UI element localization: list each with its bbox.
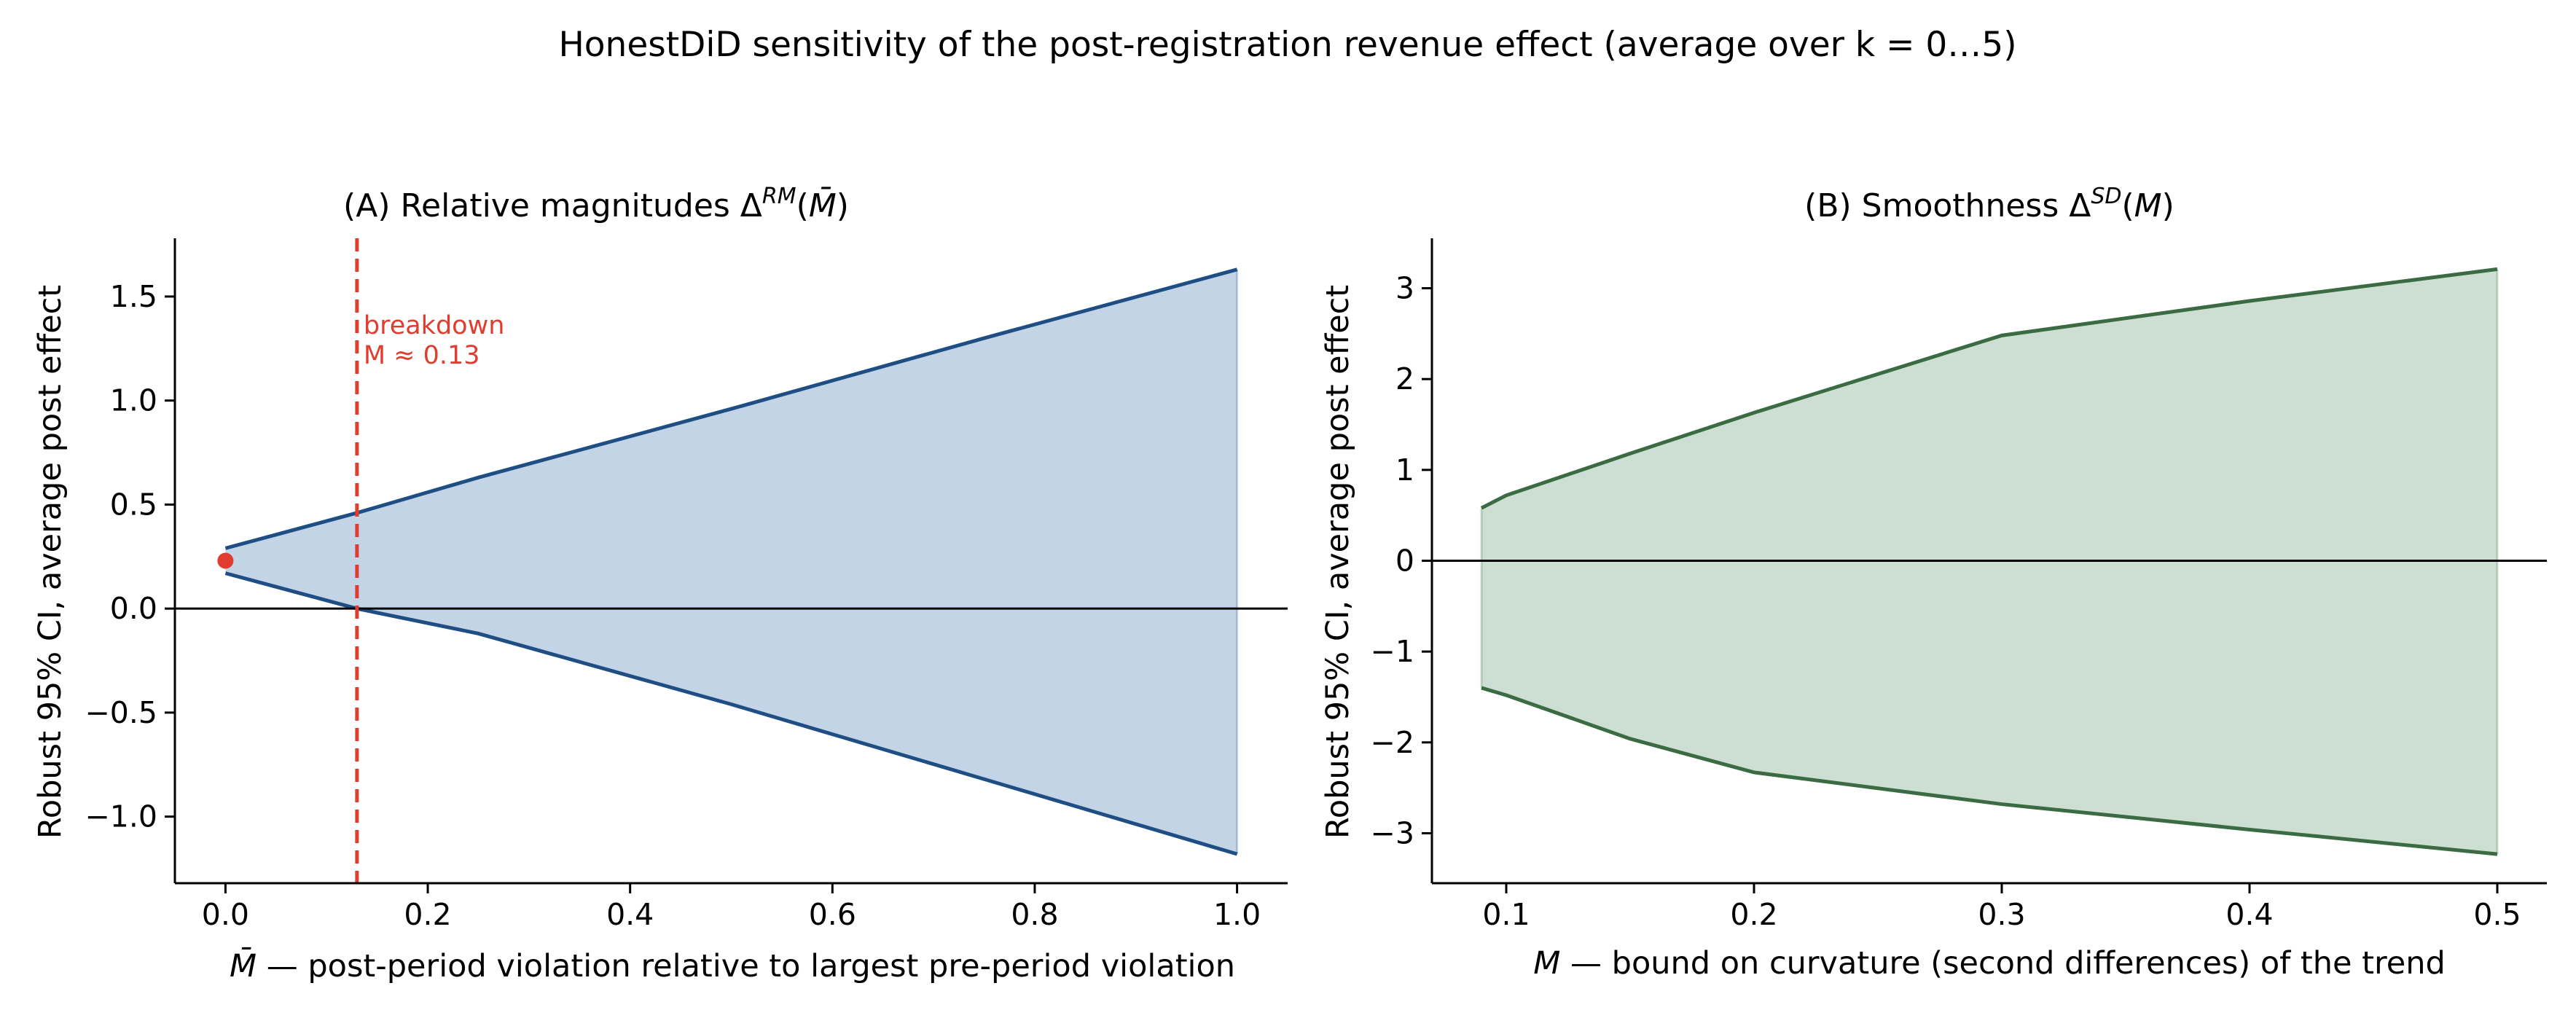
ci-lower-line bbox=[224, 571, 1238, 856]
y-tick-label: −0.5 bbox=[85, 695, 157, 730]
x-tick-label: 0.4 bbox=[2225, 897, 2273, 932]
y-tick-label: 1.0 bbox=[110, 383, 157, 418]
x-tick-label: 0.3 bbox=[1978, 897, 2025, 932]
x-tick-label: 0.2 bbox=[404, 897, 451, 932]
figure-suptitle: HonestDiD sensitivity of the post-regist… bbox=[558, 25, 2016, 65]
breakdown-value-label: M ≈ 0.13 bbox=[364, 341, 480, 370]
x-tick-label: 0.5 bbox=[2473, 897, 2521, 932]
y-tick-label: −1.0 bbox=[85, 799, 157, 834]
panel-a: (A) Relative magnitudes ΔRM(M̄) breakdow… bbox=[32, 184, 1288, 984]
panel-b-xlabel: M — bound on curvature (second differenc… bbox=[1533, 945, 2446, 982]
x-tick-label: 0.6 bbox=[809, 897, 856, 932]
ci-upper-line bbox=[1480, 267, 2498, 510]
x-tick-label: 0.4 bbox=[606, 897, 654, 932]
panel-a-ylabel: Robust 95% CI, average post effect bbox=[32, 285, 68, 839]
panel-b-ylabel: Robust 95% CI, average post effect bbox=[1320, 285, 1356, 839]
panel-b: (B) Smoothness ΔSD(M) 0.1 0.2 0.3 0.4 0.5 −3 −… bbox=[1320, 184, 2547, 982]
x-tick-label: 0.0 bbox=[202, 897, 249, 932]
x-tick-label: 0.8 bbox=[1011, 897, 1058, 932]
y-tick-label: 1.5 bbox=[110, 279, 157, 314]
point-estimate-marker bbox=[217, 552, 234, 569]
y-tick-label: −3 bbox=[1371, 815, 1414, 850]
panel-a-xlabel: M̄ — post-period violation relative to l… bbox=[230, 947, 1235, 984]
y-tick-label: −1 bbox=[1371, 634, 1414, 669]
y-tick-label: 1 bbox=[1395, 453, 1414, 488]
x-tick-label: 1.0 bbox=[1213, 897, 1261, 932]
x-tick-label: 0.1 bbox=[1482, 897, 1530, 932]
ci-lower-line bbox=[1481, 686, 2498, 856]
y-tick-label: 0.5 bbox=[110, 487, 157, 522]
y-tick-label: 0.0 bbox=[110, 591, 157, 626]
breakdown-label: breakdown bbox=[364, 311, 505, 340]
y-tick-label: 0 bbox=[1395, 544, 1414, 579]
panel-b-plot: 0.1 0.2 0.3 0.4 0.5 −3 −2 −1 0 1 2 3 bbox=[1371, 238, 2547, 932]
panel-b-title: (B) Smoothness ΔSD(M) bbox=[1804, 184, 2174, 224]
panel-a-title: (A) Relative magnitudes ΔRM(M̄) bbox=[343, 184, 849, 224]
ci-band bbox=[225, 269, 1237, 855]
x-tick-label: 0.2 bbox=[1730, 897, 1777, 932]
ci-upper-line bbox=[224, 267, 1238, 550]
y-tick-label: 2 bbox=[1395, 361, 1414, 396]
y-tick-label: 3 bbox=[1395, 271, 1414, 306]
y-tick-label: −2 bbox=[1371, 725, 1414, 760]
